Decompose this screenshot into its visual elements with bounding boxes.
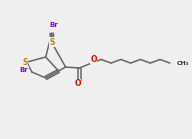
Text: Br: Br <box>49 22 58 28</box>
Text: S: S <box>50 38 55 47</box>
Text: Br: Br <box>19 67 28 73</box>
Text: O: O <box>90 55 97 64</box>
Text: CH₃: CH₃ <box>177 61 189 66</box>
Text: O: O <box>74 79 81 88</box>
Text: S: S <box>22 58 27 67</box>
